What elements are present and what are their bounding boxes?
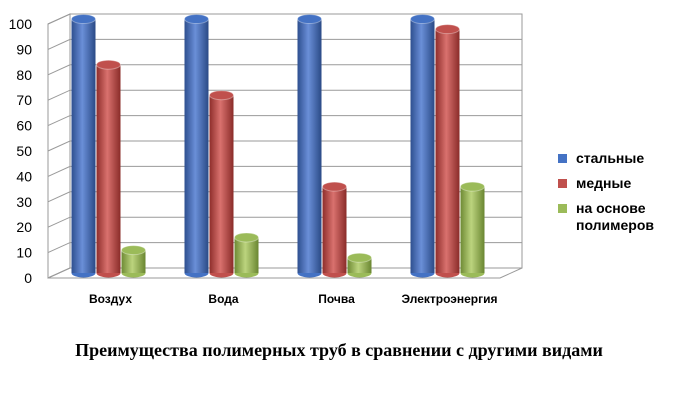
bar-body — [410, 19, 435, 273]
bar-top — [410, 14, 435, 24]
y-tick-label: 30 — [16, 194, 32, 210]
y-tick-label: 100 — [9, 16, 33, 32]
bar-top — [297, 14, 322, 24]
legend-swatch — [558, 204, 567, 213]
bar-top — [121, 245, 146, 256]
bar-top — [347, 252, 372, 263]
bar-медные-3 — [435, 24, 460, 278]
legend-label: стальные — [576, 150, 645, 166]
gridline — [47, 191, 522, 203]
legend-label: на основе полимеров — [576, 200, 655, 233]
bar-body — [209, 95, 234, 273]
bar-на-основе-полимеров-0 — [121, 245, 146, 278]
x-tick-label: Почва — [318, 292, 355, 306]
gridline — [47, 140, 522, 152]
legend-label: медные — [576, 175, 632, 191]
bar-стальные-3 — [410, 14, 435, 278]
y-tick-label: 20 — [16, 219, 32, 235]
y-tick-label: 40 — [16, 168, 32, 184]
bar-body — [460, 186, 485, 273]
bar-body — [297, 19, 322, 273]
x-axis-category-labels: Воздух Вода Почва Электроэнергия — [89, 292, 498, 306]
gridline — [47, 13, 522, 25]
x-tick-label: Электроэнергия — [401, 292, 497, 306]
bar-top — [322, 181, 347, 192]
gridline — [47, 38, 522, 50]
bar-на-основе-полимеров-3 — [460, 181, 485, 278]
gridline — [47, 89, 522, 101]
y-axis-tick-labels: 0 10 20 30 40 50 60 70 80 90 100 — [9, 16, 33, 286]
y-tick-label: 60 — [16, 118, 32, 134]
y-tick-label: 90 — [16, 41, 32, 57]
bar-стальные-0 — [71, 14, 96, 278]
chart-bars — [71, 14, 485, 278]
chart-gridlines — [47, 13, 522, 279]
bar-медные-0 — [96, 59, 121, 278]
chart-caption: Преимущества полимерных труб в сравнении… — [75, 340, 603, 360]
gridline — [47, 242, 522, 254]
gridline — [47, 165, 522, 177]
legend-swatch — [558, 179, 567, 188]
chart: 0 10 20 30 40 50 60 70 80 90 100 Воздух Вода Почва Эл… — [9, 13, 523, 306]
y-tick-label: 10 — [16, 245, 32, 261]
bar-стальные-2 — [297, 14, 322, 278]
bar-медные-1 — [209, 90, 234, 278]
x-tick-label: Воздух — [89, 292, 132, 306]
bar-top — [234, 232, 259, 243]
x-tick-label: Вода — [208, 292, 238, 306]
bar-body — [234, 237, 259, 273]
gridline — [47, 115, 522, 127]
bar-на-основе-полимеров-1 — [234, 232, 259, 278]
bar-на-основе-полимеров-2 — [347, 252, 372, 278]
y-tick-label: 0 — [24, 270, 32, 286]
bar-body — [435, 29, 460, 273]
bar-body — [71, 19, 96, 273]
bar-body — [322, 186, 347, 273]
bar-top — [96, 59, 121, 70]
y-tick-label: 70 — [16, 92, 32, 108]
bar-медные-2 — [322, 181, 347, 278]
bar-стальные-1 — [184, 14, 209, 278]
bar-top — [184, 14, 209, 24]
y-tick-label: 50 — [16, 143, 32, 159]
gridline — [47, 64, 522, 76]
bar-top — [209, 90, 234, 101]
bar-body — [184, 19, 209, 273]
legend: стальные медные на основе полимеров — [558, 150, 676, 242]
bar-top — [435, 24, 460, 35]
y-tick-label: 80 — [16, 67, 32, 83]
bar-body — [96, 64, 121, 273]
gridline — [47, 216, 522, 228]
legend-swatch — [558, 154, 567, 163]
bar-top — [71, 14, 96, 24]
legend-item: стальные — [558, 150, 676, 167]
bar-body — [121, 250, 146, 273]
legend-item: медные — [558, 175, 676, 192]
bar-top — [460, 181, 485, 192]
legend-item: на основе полимеров — [558, 200, 676, 234]
